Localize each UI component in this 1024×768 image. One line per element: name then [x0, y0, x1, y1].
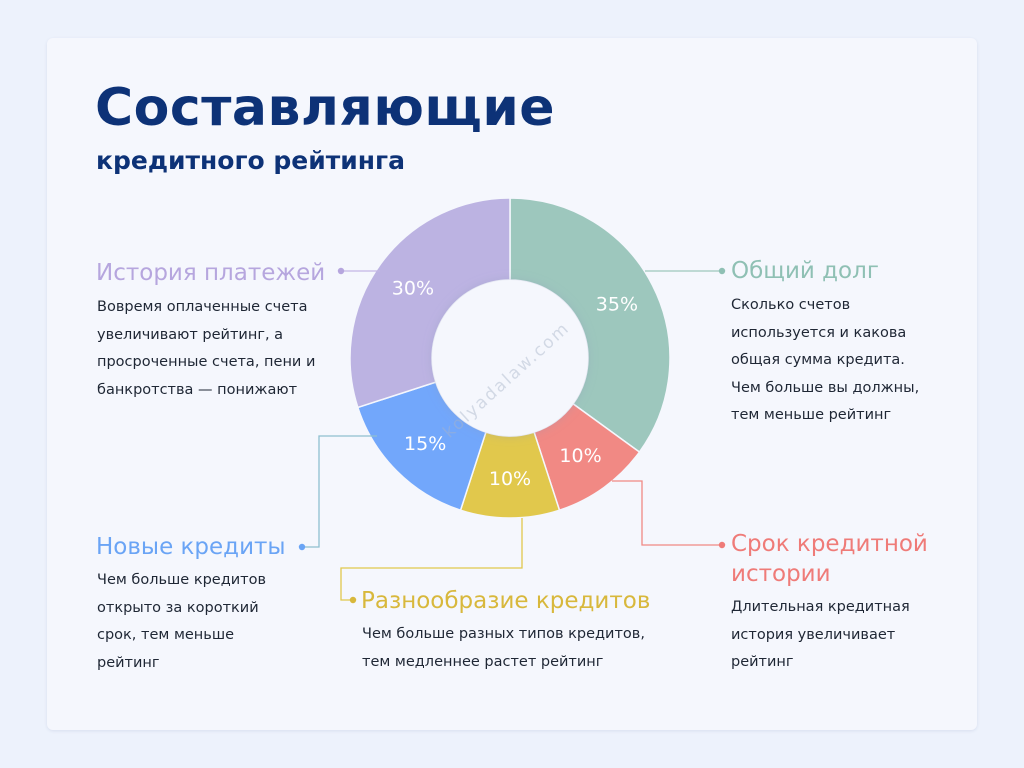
connector-new	[302, 435, 377, 548]
new-credits-description: Чем больше кредитов открыто за короткий …	[97, 572, 267, 671]
page-title: Составляющие	[95, 78, 556, 138]
debt-description: Сколько счетов используется и какова общ…	[731, 297, 920, 423]
slice-label-term: 10%	[559, 445, 601, 467]
slice-label-history: 30%	[392, 277, 434, 299]
connector-diversity	[340, 518, 523, 601]
connector-dot-history	[337, 267, 345, 275]
diversity-title: Разнообразие кредитов	[361, 588, 651, 614]
connector-dot-new	[298, 543, 306, 551]
history-title: История платежей	[96, 260, 326, 286]
donut-hole	[432, 280, 588, 436]
slice-label-new: 15%	[404, 433, 446, 455]
slice-label-debt: 35%	[596, 294, 638, 316]
page-subtitle: кредитного рейтинга	[96, 146, 405, 175]
connector-dot-term	[718, 541, 726, 549]
slice-label-diversity: 10%	[489, 468, 531, 490]
diversity-description: Чем больше разных типов кредитов, тем ме…	[362, 626, 645, 670]
term-description: Длительная кредитная история увеличивает…	[731, 599, 910, 670]
term-title-line2: истории	[731, 561, 831, 587]
connector-dot-debt	[718, 267, 726, 275]
connector-dot-diversity	[349, 596, 357, 604]
new-credits-title: Новые кредиты	[96, 534, 286, 560]
connector-term	[612, 480, 722, 546]
history-description: Вовремя оплаченные счета увеличивают рей…	[97, 299, 316, 398]
debt-title: Общий долг	[731, 258, 879, 284]
term-title-line1: Срок кредитной	[731, 531, 928, 557]
slice-value-labels: 35% 10% 10% 15% 30%	[392, 277, 638, 490]
